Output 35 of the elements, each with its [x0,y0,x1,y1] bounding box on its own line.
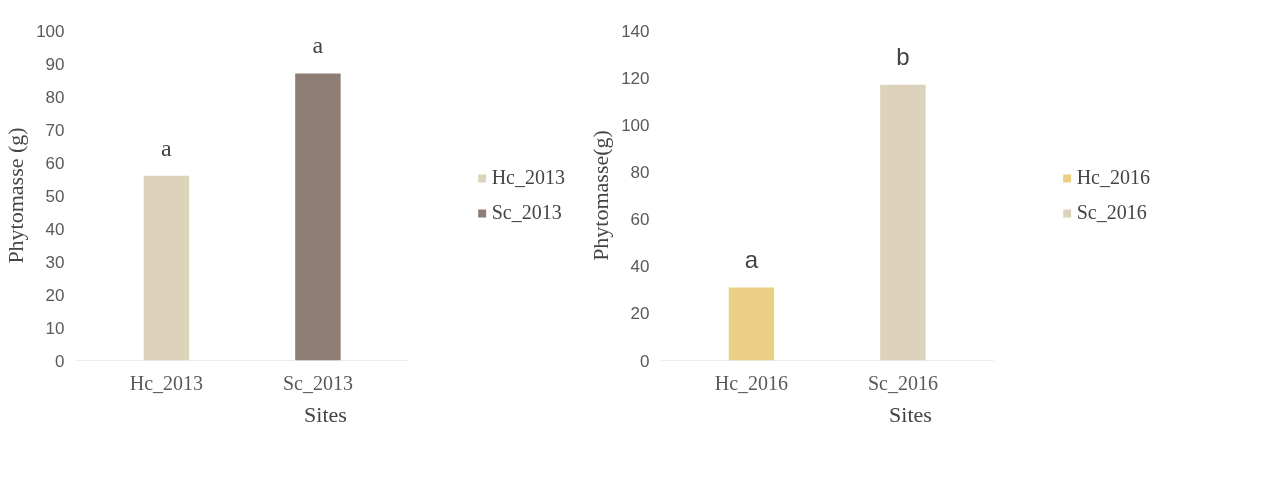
x-tick-label: Hc_2013 [129,371,204,394]
y-tick-label: 80 [45,87,65,107]
legend-label: Hc_2013 [491,166,565,189]
y-tick-label: 40 [630,257,650,277]
x-tick-label: Sc_2013 [282,371,353,394]
x-tick-label: Hc_2016 [714,371,789,394]
y-tick-label: 140 [621,21,650,41]
legend-label: Sc_2013 [491,201,562,224]
y-tick-label: 10 [45,318,65,338]
y-tick-label: 90 [45,54,65,74]
y-tick-label: 100 [36,21,65,41]
y-tick-label: 120 [621,68,650,88]
y-tick-label: 0 [55,351,65,371]
annotation: b [896,43,910,71]
y-tick-label: 40 [45,219,65,239]
x-axis-title: Sites [304,401,347,427]
y-tick-label: 30 [45,252,65,272]
y-tick-label: 50 [45,186,65,206]
y-tick-label: 20 [630,304,650,324]
x-axis-title: Sites [889,401,932,427]
y-axis-title: Phytomasse (g) [3,127,29,264]
x-tick-label: Sc_2016 [867,371,938,394]
y-tick-label: 60 [45,153,65,173]
y-tick-label: 20 [45,285,65,305]
y-axis-title: Phytomasse(g) [588,130,614,261]
y-tick-label: 0 [640,351,650,371]
annotation: a [312,32,324,59]
y-tick-label: 70 [45,120,65,140]
legend-label: Hc_2016 [1076,166,1150,189]
legend-label: Sc_2016 [1076,201,1147,224]
y-tick-label: 80 [630,162,650,182]
annotation: a [744,245,759,273]
y-tick-label: 60 [630,210,650,230]
annotation: a [161,134,173,161]
y-tick-label: 100 [621,115,650,135]
